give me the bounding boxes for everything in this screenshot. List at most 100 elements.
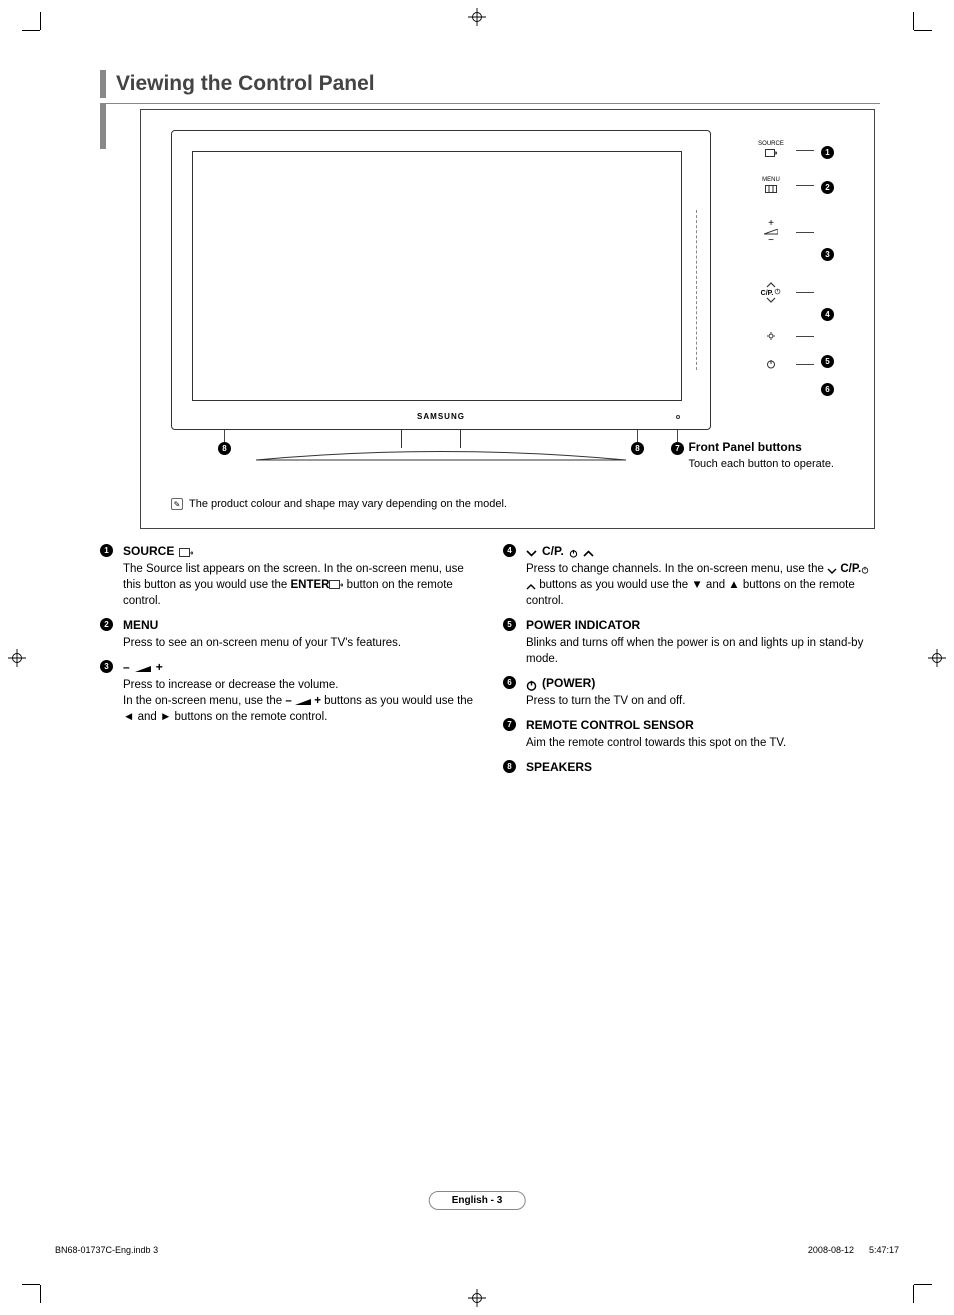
lead-8b xyxy=(224,430,225,442)
page-footer-pill: English - 3 xyxy=(429,1191,526,1210)
desc-text: Aim the remote control towards this spot… xyxy=(526,735,880,751)
chevron-down-icon xyxy=(526,550,537,557)
crop-mark xyxy=(913,1285,914,1303)
tv-outline: SAMSUNG xyxy=(171,130,711,430)
doc-timestamp-right: 2008-08-12 5:47:17 xyxy=(808,1245,899,1255)
lead-8a xyxy=(637,430,638,442)
tv-stand-neck xyxy=(401,430,461,448)
desc-title: – + xyxy=(123,659,477,676)
chevron-up-icon xyxy=(583,550,594,557)
power-icon xyxy=(526,680,537,691)
enter-icon xyxy=(329,580,343,590)
desc-text: Press to change channels. In the on-scre… xyxy=(526,561,880,609)
diagram-container: SAMSUNG SOURCE MENU + xyxy=(140,109,875,529)
desc-title: SPEAKERS xyxy=(526,759,880,776)
callout-3: 3 xyxy=(821,248,834,261)
side-bezel-indicator xyxy=(696,210,697,370)
chevron-down-icon xyxy=(766,297,776,303)
tv-sensor-dot xyxy=(676,415,680,419)
descriptions-grid: 1 SOURCE The Source list appears on the … xyxy=(100,543,880,784)
side-indicator xyxy=(746,322,796,350)
desc-text: Blinks and turns off when the power is o… xyxy=(526,635,880,667)
descriptions-left: 1 SOURCE The Source list appears on the … xyxy=(100,543,477,784)
source-icon xyxy=(765,149,777,158)
menu-icon xyxy=(765,185,777,193)
desc-menu: 2 MENU Press to see an on-screen menu of… xyxy=(100,617,477,651)
callout-7: 7 xyxy=(671,442,684,455)
side-source: SOURCE xyxy=(746,132,796,167)
desc-source: 1 SOURCE The Source list appears on the … xyxy=(100,543,477,609)
chevron-down-icon xyxy=(827,568,837,574)
minus-icon: − xyxy=(768,235,774,246)
registration-mark-icon xyxy=(928,649,946,667)
tv-stand-base xyxy=(251,448,631,460)
callout-number: 6 xyxy=(503,676,516,689)
desc-title: POWER INDICATOR xyxy=(526,617,880,634)
plus-icon: + xyxy=(768,218,774,229)
desc-title: SOURCE xyxy=(123,543,477,560)
side-channel: C/P. xyxy=(746,262,796,322)
desc-speakers: 8 SPEAKERS xyxy=(503,759,880,776)
tv-screen xyxy=(192,151,682,401)
side-panel-labels: SOURCE MENU + − C/P. xyxy=(746,132,796,378)
page-content: Viewing the Control Panel SAMSUNG SOURCE xyxy=(100,70,880,784)
cp-label: C/P. xyxy=(761,288,782,297)
callout-number: 1 xyxy=(100,544,113,557)
callout-number: 7 xyxy=(503,718,516,731)
callout-number: 4 xyxy=(503,544,516,557)
title-accent-bar-below xyxy=(100,104,106,149)
callout-4: 4 xyxy=(821,308,834,321)
power-small-icon xyxy=(861,566,869,574)
desc-text: The Source list appears on the screen. I… xyxy=(123,561,477,609)
desc-text: Press to increase or decrease the volume… xyxy=(123,677,477,725)
desc-title: MENU xyxy=(123,617,477,634)
source-label: SOURCE xyxy=(758,141,784,147)
power-icon xyxy=(766,359,776,369)
model-note-text: The product colour and shape may vary de… xyxy=(189,498,507,510)
crop-mark xyxy=(913,12,914,30)
desc-volume: 3 – + Press to increase or decrease the … xyxy=(100,659,477,725)
callout-6: 6 xyxy=(821,383,834,396)
volume-wedge-icon xyxy=(135,666,151,673)
callout-8b: 8 xyxy=(218,442,231,455)
crop-mark xyxy=(22,1284,40,1285)
desc-power-indicator: 5 POWER INDICATOR Blinks and turns off w… xyxy=(503,617,880,667)
page-title: Viewing the Control Panel xyxy=(116,72,375,96)
registration-mark-icon xyxy=(468,1289,486,1307)
desc-title: C/P. xyxy=(526,543,880,560)
chevron-up-icon xyxy=(526,584,536,590)
tv-brand-label: SAMSUNG xyxy=(417,412,465,421)
title-accent-bar xyxy=(100,70,106,98)
desc-title: (POWER) xyxy=(526,675,880,692)
volume-wedge-icon xyxy=(295,699,311,706)
front-panel-title: Front Panel buttons xyxy=(688,440,834,454)
menu-label: MENU xyxy=(762,177,780,183)
desc-channel: 4 C/P. Press to change channels. In the … xyxy=(503,543,880,609)
registration-mark-icon xyxy=(468,8,486,26)
callout-number: 5 xyxy=(503,618,516,631)
power-small-icon xyxy=(774,288,781,295)
front-panel-caption: Front Panel buttons Touch each button to… xyxy=(688,440,834,470)
note-icon: ✎ xyxy=(171,498,183,510)
side-power xyxy=(746,350,796,378)
side-menu: MENU xyxy=(746,167,796,202)
indicator-icon xyxy=(767,332,775,340)
callout-number: 3 xyxy=(100,660,113,673)
callout-5: 5 xyxy=(821,355,834,368)
callout-number: 2 xyxy=(100,618,113,631)
doc-id-left: BN68-01737C-Eng.indb 3 xyxy=(55,1245,158,1255)
model-note: ✎ The product colour and shape may vary … xyxy=(171,498,507,510)
callout-2: 2 xyxy=(821,181,834,194)
callout-8a: 8 xyxy=(631,442,644,455)
crop-mark xyxy=(40,1285,41,1303)
crop-mark xyxy=(22,30,40,31)
callout-number: 8 xyxy=(503,760,516,773)
lead-7 xyxy=(677,430,678,442)
enter-icon xyxy=(179,548,193,558)
desc-remote-sensor: 7 REMOTE CONTROL SENSOR Aim the remote c… xyxy=(503,717,880,751)
power-small-icon xyxy=(569,549,578,558)
section-header: Viewing the Control Panel xyxy=(100,70,880,98)
desc-text: Press to turn the TV on and off. xyxy=(526,693,880,709)
descriptions-right: 4 C/P. Press to change channels. In the … xyxy=(503,543,880,784)
crop-mark xyxy=(40,12,41,30)
